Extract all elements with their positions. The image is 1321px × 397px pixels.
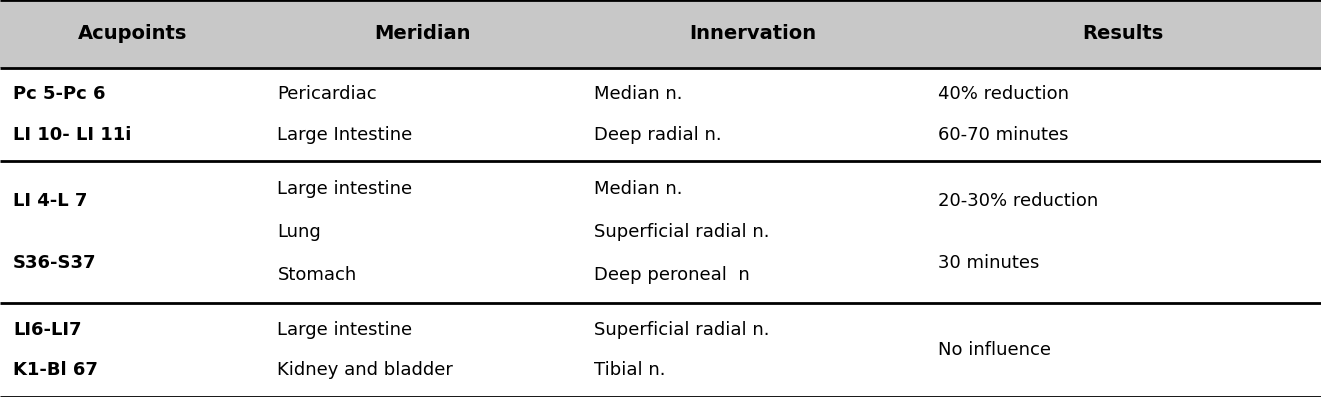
Bar — [0, 162, 1321, 303]
Text: LI6-LI7: LI6-LI7 — [13, 321, 82, 339]
Text: Pericardiac: Pericardiac — [277, 85, 376, 103]
Bar — [0, 0, 1321, 67]
Text: Large intestine: Large intestine — [277, 180, 412, 198]
Text: Meridian: Meridian — [374, 24, 472, 43]
Text: LI 10- LI 11i: LI 10- LI 11i — [13, 126, 132, 144]
Bar — [0, 303, 1321, 397]
Text: Stomach: Stomach — [277, 266, 357, 284]
Text: Acupoints: Acupoints — [78, 24, 186, 43]
Text: Superficial radial n.: Superficial radial n. — [594, 321, 770, 339]
Text: 20-30% reduction: 20-30% reduction — [938, 193, 1098, 210]
Text: Tibial n.: Tibial n. — [594, 362, 666, 380]
Text: Lung: Lung — [277, 223, 321, 241]
Text: Large Intestine: Large Intestine — [277, 126, 412, 144]
Text: Pc 5-Pc 6: Pc 5-Pc 6 — [13, 85, 106, 103]
Text: K1-Bl 67: K1-Bl 67 — [13, 362, 98, 380]
Text: Large intestine: Large intestine — [277, 321, 412, 339]
Text: Innervation: Innervation — [690, 24, 816, 43]
Text: 30 minutes: 30 minutes — [938, 254, 1040, 272]
Text: LI 4-L 7: LI 4-L 7 — [13, 193, 87, 210]
Text: No influence: No influence — [938, 341, 1052, 359]
Text: Deep radial n.: Deep radial n. — [594, 126, 723, 144]
Text: 40% reduction: 40% reduction — [938, 85, 1069, 103]
Text: Results: Results — [1082, 24, 1164, 43]
Bar — [0, 67, 1321, 162]
Text: Superficial radial n.: Superficial radial n. — [594, 223, 770, 241]
Text: Kidney and bladder: Kidney and bladder — [277, 362, 453, 380]
Text: 60-70 minutes: 60-70 minutes — [938, 126, 1069, 144]
Text: Median n.: Median n. — [594, 180, 683, 198]
Text: Median n.: Median n. — [594, 85, 683, 103]
Text: S36-S37: S36-S37 — [13, 254, 96, 272]
Text: Deep peroneal  n: Deep peroneal n — [594, 266, 750, 284]
